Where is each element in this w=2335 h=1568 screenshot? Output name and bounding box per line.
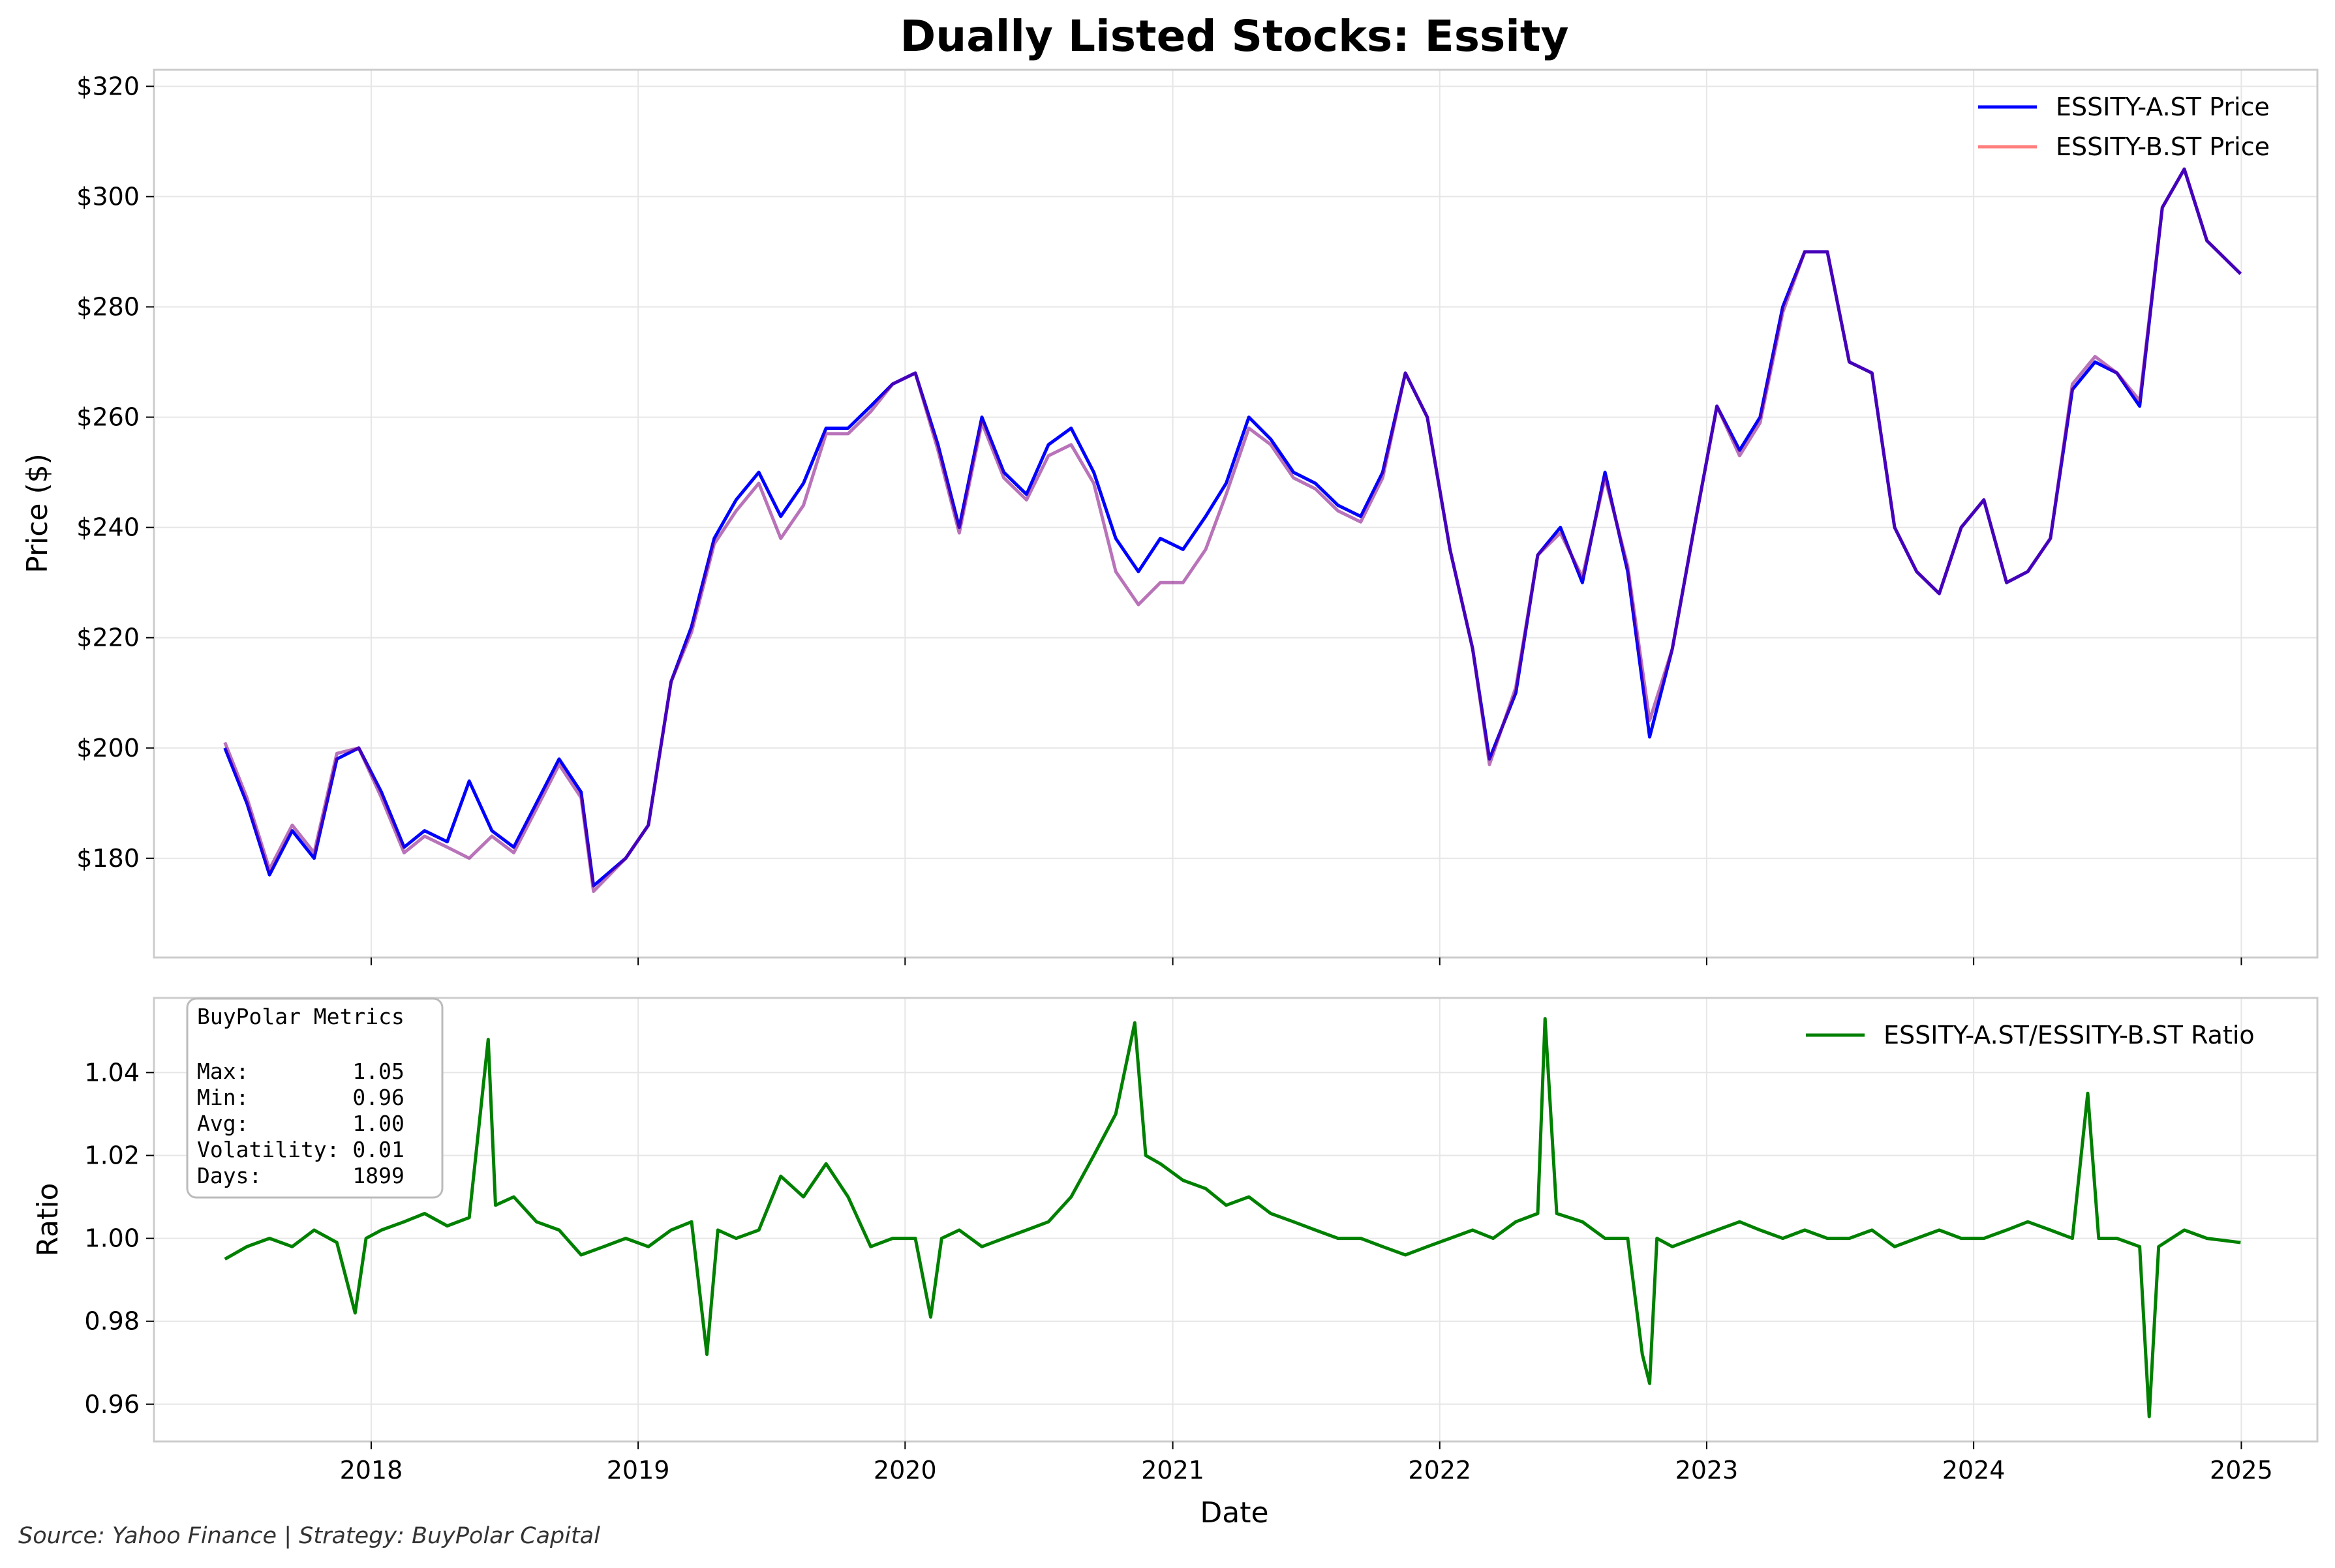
x-tick-label: 2023 <box>1675 1456 1739 1485</box>
ratio-y-tick-label: 1.00 <box>84 1224 140 1253</box>
ratio-y-ticks: 0.96 0.98 1.00 1.02 1.04 <box>84 1058 154 1419</box>
x-axis-label: Date <box>1200 1496 1268 1530</box>
x-tick-label: 2018 <box>340 1456 403 1485</box>
ratio-series-group <box>224 1017 2241 1419</box>
legend-label-ratio: ESSITY-A.ST/ESSITY-B.ST Ratio <box>1884 1021 2255 1049</box>
x-tick-label: 2019 <box>607 1456 670 1485</box>
price-y-ticks: $180 $200 $220 $240 $260 $280 $300 $320 <box>76 72 154 873</box>
series-line-ratio <box>224 1017 2241 1419</box>
ratio-y-tick-label: 0.96 <box>84 1390 140 1419</box>
legend-label-essity-b: ESSITY-B.ST Price <box>2056 132 2270 161</box>
metrics-line-max: Max: 1.05 <box>197 1059 404 1084</box>
ratio-y-axis-label: Ratio <box>31 1183 65 1257</box>
price-y-tick-label: $240 <box>76 513 140 542</box>
ratio-y-tick-label: 1.02 <box>84 1141 140 1169</box>
metrics-box: BuyPolar Metrics Max: 1.05 Min: 0.96 Avg… <box>186 997 444 1199</box>
metrics-box-frame <box>186 997 444 1199</box>
price-series-group <box>223 167 2242 894</box>
price-y-tick-label: $180 <box>76 844 140 873</box>
metrics-line-avg: Avg: 1.00 <box>197 1111 404 1136</box>
ratio-x-ticks: 2018 2019 2020 2021 2022 2023 2024 2025 <box>340 1441 2273 1485</box>
ratio-y-tick-label: 0.98 <box>84 1307 140 1336</box>
price-y-tick-label: $300 <box>76 182 140 211</box>
x-tick-label: 2022 <box>1408 1456 1471 1485</box>
price-y-tick-label: $200 <box>76 734 140 762</box>
price-grid <box>154 70 2317 957</box>
metrics-line-min: Min: 0.96 <box>197 1085 404 1110</box>
x-tick-label: 2025 <box>2210 1456 2273 1485</box>
metrics-line-volatility: Volatility: 0.01 <box>197 1137 404 1162</box>
legend-label-essity-a: ESSITY-A.ST Price <box>2056 93 2270 121</box>
x-tick-label: 2020 <box>874 1456 937 1485</box>
price-panel: $180 $200 $220 $240 $260 $280 $300 $320 Price (… <box>21 68 2319 965</box>
price-y-tick-label: $260 <box>76 403 140 432</box>
ratio-panel: 0.96 0.98 1.00 1.02 1.04 2018 2019 2020 2021 202… <box>31 997 2319 1530</box>
series-line-essity-b <box>223 167 2242 894</box>
ratio-plot-frame <box>153 997 2319 1443</box>
metrics-line-days: Days: 1899 <box>197 1163 404 1188</box>
price-y-tick-label: $320 <box>76 72 140 100</box>
chart-title: Dually Listed Stocks: Essity <box>900 11 1569 61</box>
ratio-legend: ESSITY-A.ST/ESSITY-B.ST Ratio <box>1806 1021 2255 1049</box>
metrics-title: BuyPolar Metrics <box>197 1004 404 1029</box>
x-tick-label: 2024 <box>1942 1456 2006 1485</box>
price-plot-frame <box>153 68 2319 959</box>
ratio-y-tick-label: 1.04 <box>84 1058 140 1087</box>
price-y-tick-label: $220 <box>76 624 140 652</box>
price-y-tick-label: $280 <box>76 292 140 321</box>
footer-source: Source: Yahoo Finance | Strategy: BuyPol… <box>18 1523 600 1549</box>
price-y-axis-label: Price ($) <box>21 453 54 573</box>
price-x-tick-marks <box>370 957 2242 965</box>
x-tick-label: 2021 <box>1141 1456 1204 1485</box>
price-legend: ESSITY-A.ST Price ESSITY-B.ST Price <box>1978 93 2270 161</box>
